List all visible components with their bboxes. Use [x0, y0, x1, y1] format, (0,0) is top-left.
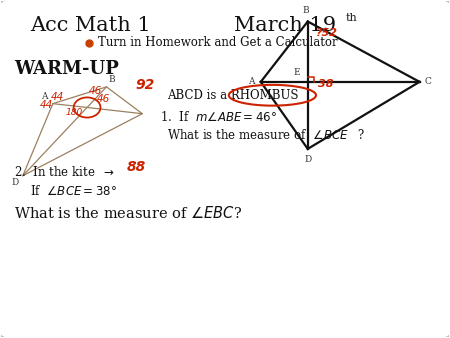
- Text: 38: 38: [318, 78, 333, 89]
- Text: C: C: [425, 77, 432, 86]
- Text: 46: 46: [97, 94, 110, 104]
- Text: March 19: March 19: [234, 17, 337, 35]
- Text: If  $\angle BCE = 38°$: If $\angle BCE = 38°$: [31, 184, 117, 198]
- Text: 44: 44: [51, 92, 64, 102]
- Text: D: D: [11, 178, 18, 187]
- Text: 2.  In the kite  $\rightarrow$: 2. In the kite $\rightarrow$: [14, 165, 115, 179]
- Text: A: A: [248, 77, 254, 86]
- Text: B: B: [109, 74, 115, 83]
- Text: 180: 180: [66, 107, 83, 117]
- Text: 46: 46: [89, 86, 102, 96]
- Text: Turn in Homework and Get a Calculator: Turn in Homework and Get a Calculator: [98, 36, 337, 49]
- Text: D: D: [304, 155, 311, 164]
- Text: 92: 92: [135, 77, 155, 92]
- Text: th: th: [346, 13, 357, 23]
- Text: 44: 44: [40, 100, 53, 110]
- Text: ?52: ?52: [316, 27, 338, 38]
- Text: WARM-UP: WARM-UP: [14, 60, 119, 78]
- Text: ABCD is a RHOMBUS: ABCD is a RHOMBUS: [167, 89, 298, 102]
- Text: 88: 88: [126, 160, 146, 174]
- Text: A: A: [41, 92, 47, 101]
- Text: B: B: [302, 6, 309, 16]
- Text: 1.  If  $m\angle ABE = 46°$: 1. If $m\angle ABE = 46°$: [160, 110, 277, 124]
- Text: What is the measure of $\angle EBC$?: What is the measure of $\angle EBC$?: [14, 204, 242, 221]
- Text: E: E: [293, 68, 300, 77]
- Text: Acc Math 1: Acc Math 1: [31, 17, 151, 35]
- Text: What is the measure of  $\angle BCE$   ?: What is the measure of $\angle BCE$ ?: [167, 128, 365, 143]
